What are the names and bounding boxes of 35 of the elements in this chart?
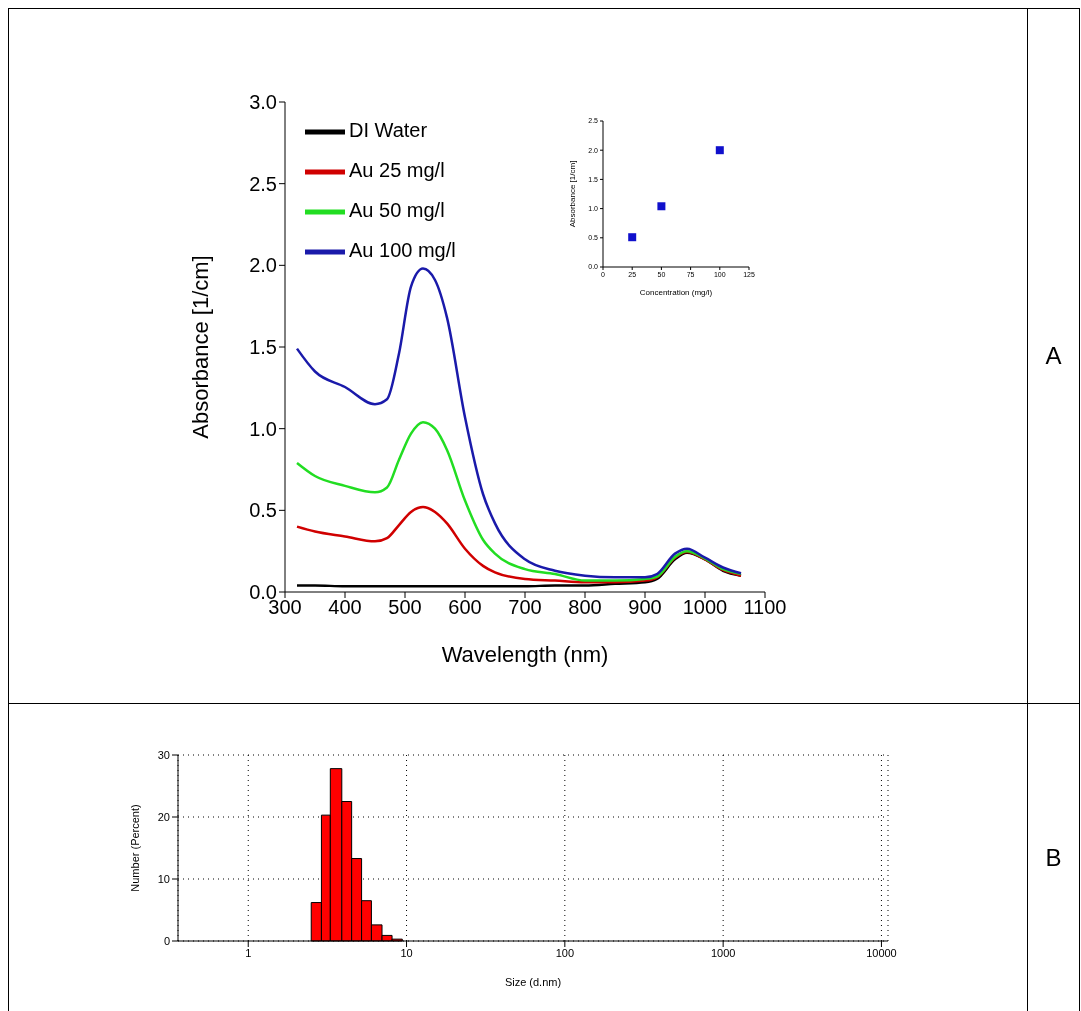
y-tick-label: 2.5 xyxy=(249,172,277,195)
legend-label: Au 100 mg/l xyxy=(349,239,456,262)
x-tick-label: 500 xyxy=(388,596,422,619)
x-tick-label: 1 xyxy=(245,946,252,959)
x-tick-label: 1100 xyxy=(743,596,787,619)
text: B xyxy=(1045,844,1062,872)
y-tick-label: 2.0 xyxy=(249,254,277,277)
x-axis-title: Size (d.nm) xyxy=(504,976,562,988)
x-axis-title: Wavelength (nm) xyxy=(441,642,609,667)
y-tick-label: 0.5 xyxy=(249,499,277,522)
x-tick-label: 10 xyxy=(400,946,413,959)
legend-label: Au 50 mg/l xyxy=(349,199,445,222)
text: A xyxy=(1045,342,1062,370)
y-axis-title: Absorbance [1/cm] xyxy=(567,160,577,228)
x-tick-label: 600 xyxy=(448,596,482,619)
legend-label: DI Water xyxy=(349,119,428,142)
x-tick-label: 100 xyxy=(555,946,575,959)
x-tick-label: 900 xyxy=(628,596,662,619)
x-tick-label: 800 xyxy=(568,596,602,619)
y-tick-label: 3.0 xyxy=(249,91,277,114)
x-tick-label: 1000 xyxy=(710,946,736,959)
legend-label: Au 25 mg/l xyxy=(349,159,445,182)
y-axis-title: Number (Percent) xyxy=(128,804,141,892)
x-tick-label: 1000 xyxy=(682,596,728,619)
y-tick-label: 1.5 xyxy=(249,336,277,359)
x-tick-label: 400 xyxy=(328,596,362,619)
x-tick-label: 700 xyxy=(508,596,542,619)
x-tick-label: 10000 xyxy=(866,946,897,959)
y-tick-label: 30 xyxy=(157,748,170,761)
y-axis-title: Absorbance [1/cm] xyxy=(187,255,213,439)
x-axis-title: Concentration (mg/l) xyxy=(639,288,713,297)
y-tick-label: 20 xyxy=(157,810,170,823)
y-tick-label: 1.0 xyxy=(249,417,277,440)
y-tick-label: 10 xyxy=(157,872,170,885)
y-tick-label: 0 xyxy=(163,934,170,947)
